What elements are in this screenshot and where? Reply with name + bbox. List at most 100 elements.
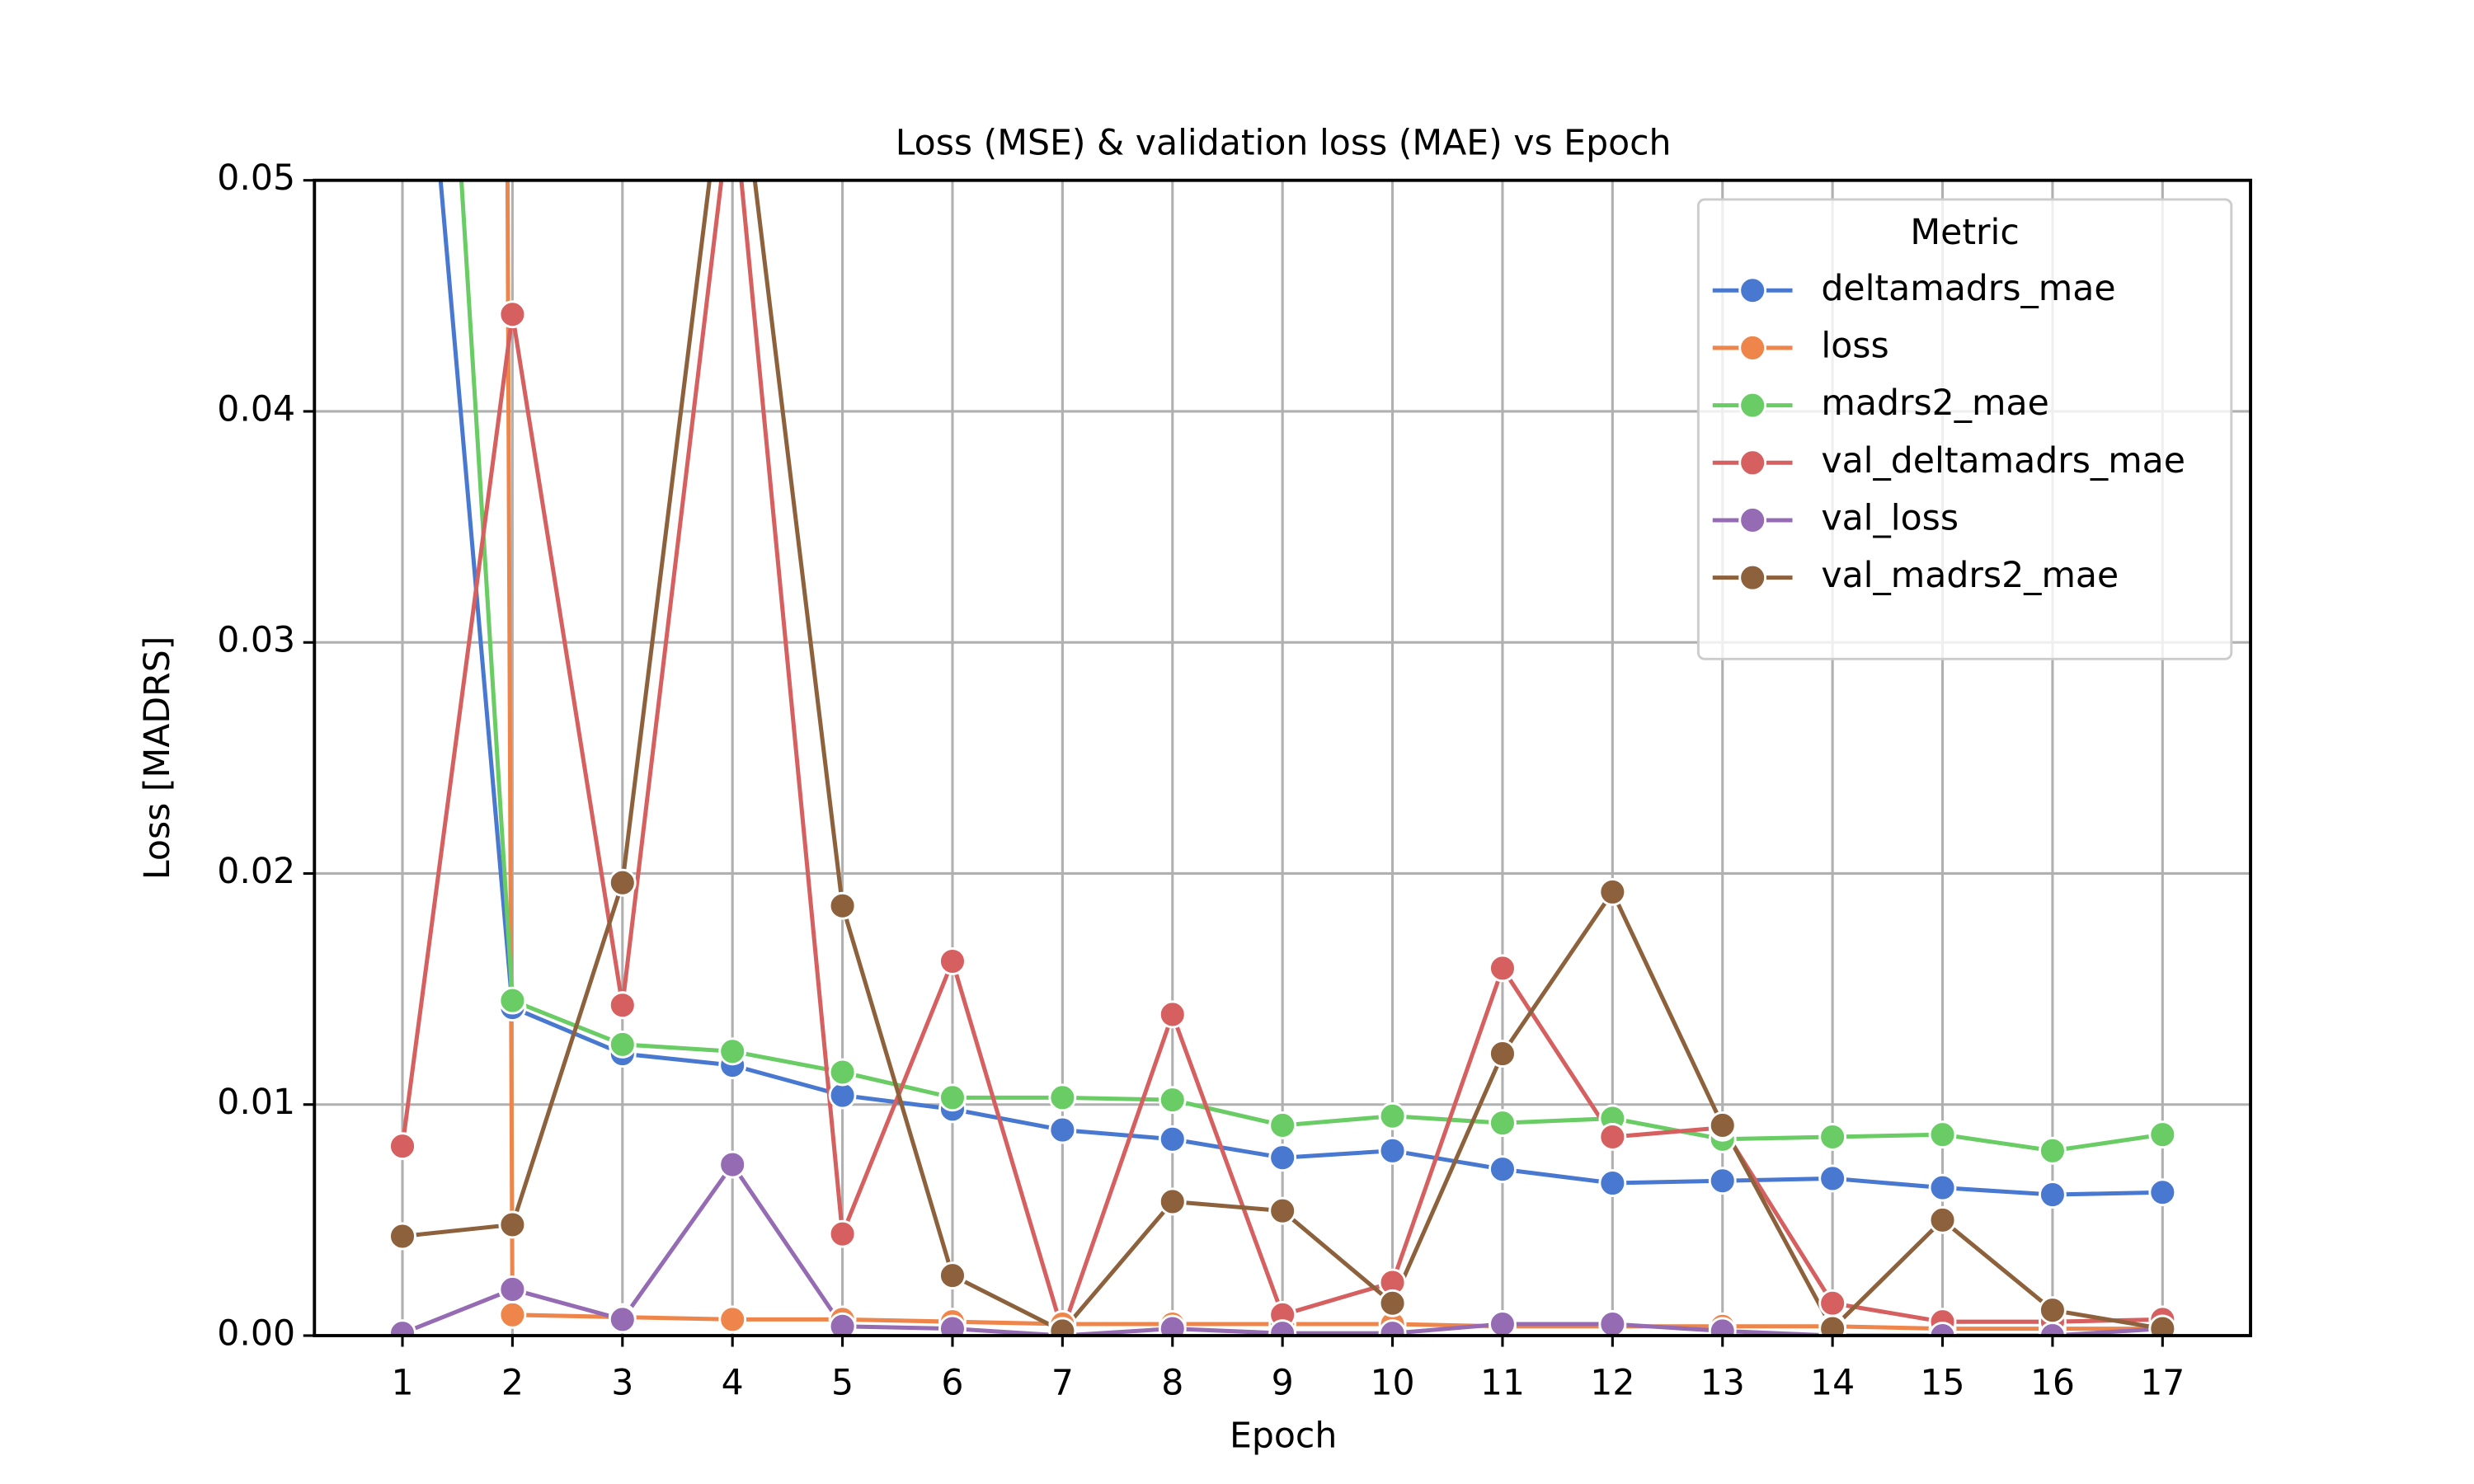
data-point <box>498 300 527 329</box>
data-point <box>608 868 637 897</box>
data-point <box>1268 1144 1297 1172</box>
data-point <box>718 1305 747 1334</box>
y-tick-label: 0.05 <box>217 157 295 199</box>
data-point <box>498 1300 527 1329</box>
data-point <box>608 991 637 1020</box>
legend-title: Metric <box>1910 212 2019 253</box>
data-point <box>2148 1178 2177 1207</box>
data-point <box>1598 1310 1627 1336</box>
x-tick-label: 7 <box>1051 1363 1074 1404</box>
chart-title: Loss (MSE) & validation loss (MAE) vs Ep… <box>896 123 1672 164</box>
data-point <box>1268 1196 1297 1225</box>
data-point <box>1928 1322 1957 1336</box>
data-point <box>2148 1314 2177 1336</box>
x-tick-label: 17 <box>2140 1363 2185 1404</box>
data-point <box>1158 1000 1187 1029</box>
data-point <box>1378 1101 1407 1130</box>
legend-label: madrs2_mae <box>1821 383 2048 424</box>
data-point <box>1818 1289 1847 1317</box>
y-tick-label: 0.01 <box>217 1082 295 1123</box>
x-tick-label: 13 <box>1700 1363 1745 1404</box>
data-point <box>938 947 967 975</box>
data-point <box>1818 1164 1847 1193</box>
data-point <box>828 1081 857 1110</box>
data-point <box>1048 1115 1077 1144</box>
legend-box <box>1696 198 2233 660</box>
x-tick-label: 10 <box>1370 1363 1414 1404</box>
legend-label: loss <box>1821 325 1888 366</box>
x-tick-label: 3 <box>611 1363 633 1404</box>
data-point <box>1489 1040 1517 1068</box>
data-point <box>1378 1289 1407 1317</box>
data-point <box>1708 1167 1737 1195</box>
data-point <box>1158 1125 1187 1153</box>
data-point <box>2038 1181 2067 1209</box>
axes-frame <box>313 178 2252 1337</box>
data-point <box>828 1312 857 1336</box>
x-tick-label: 11 <box>1480 1363 1525 1404</box>
data-point <box>388 1319 416 1336</box>
data-point <box>1489 1310 1517 1336</box>
data-point <box>1378 1319 1407 1336</box>
x-axis-title: Epoch <box>1230 1415 1337 1456</box>
legend-label: val_madrs2_mae <box>1821 555 2119 596</box>
legend-label: val_loss <box>1821 497 1959 538</box>
data-point <box>498 986 527 1015</box>
data-point <box>1158 1314 1187 1336</box>
legend-marker <box>1738 506 1767 534</box>
data-point <box>1598 877 1627 906</box>
x-tick-label: 6 <box>941 1363 963 1404</box>
x-tick-label: 5 <box>831 1363 854 1404</box>
y-tick-label: 0.03 <box>217 620 295 661</box>
data-point <box>388 1132 416 1161</box>
data-point <box>1378 1136 1407 1165</box>
legend-label: deltamadrs_mae <box>1821 268 2115 309</box>
data-point <box>1048 1083 1077 1112</box>
x-tick-label: 9 <box>1272 1363 1294 1404</box>
data-point <box>720 75 745 101</box>
data-point <box>718 1150 747 1179</box>
data-point <box>498 1275 527 1303</box>
x-tick-label: 14 <box>1810 1363 1855 1404</box>
data-point <box>1158 1086 1187 1115</box>
legend-marker <box>1738 563 1767 592</box>
data-point <box>1928 1120 1957 1149</box>
data-point <box>1928 1205 1957 1234</box>
data-point <box>388 1222 416 1251</box>
data-point <box>608 1305 637 1334</box>
data-point <box>938 1314 967 1336</box>
data-point <box>1598 1169 1627 1197</box>
legend-marker <box>1738 391 1767 420</box>
y-tick-label: 0.00 <box>217 1313 295 1355</box>
x-tick-label: 12 <box>1590 1363 1634 1404</box>
data-point <box>718 1037 747 1066</box>
x-tick-label: 8 <box>1161 1363 1183 1404</box>
data-point <box>608 1030 637 1059</box>
data-point <box>1818 1314 1847 1336</box>
data-point <box>1598 1123 1627 1151</box>
data-point <box>1708 1111 1737 1139</box>
y-tick-label: 0.02 <box>217 851 295 892</box>
legend-label: val_deltamadrs_mae <box>1821 440 2185 481</box>
x-tick-label: 16 <box>2030 1363 2075 1404</box>
x-tick-label: 2 <box>501 1363 524 1404</box>
data-point <box>1048 1317 1077 1336</box>
data-point <box>1818 1123 1847 1151</box>
data-point <box>1158 1187 1187 1216</box>
data-point <box>828 1058 857 1087</box>
data-point <box>1489 954 1517 983</box>
data-point <box>828 1219 857 1248</box>
data-point <box>1708 1317 1737 1336</box>
data-point <box>938 1083 967 1112</box>
y-tick-label: 0.04 <box>217 388 295 430</box>
data-point <box>498 1210 527 1239</box>
data-point <box>1268 1111 1297 1139</box>
data-point <box>1489 1155 1517 1184</box>
data-point <box>2038 1296 2067 1325</box>
plot-area <box>388 75 2177 1336</box>
legend-marker <box>1738 334 1767 362</box>
data-point <box>1489 1109 1517 1138</box>
legend-marker <box>1738 276 1767 305</box>
